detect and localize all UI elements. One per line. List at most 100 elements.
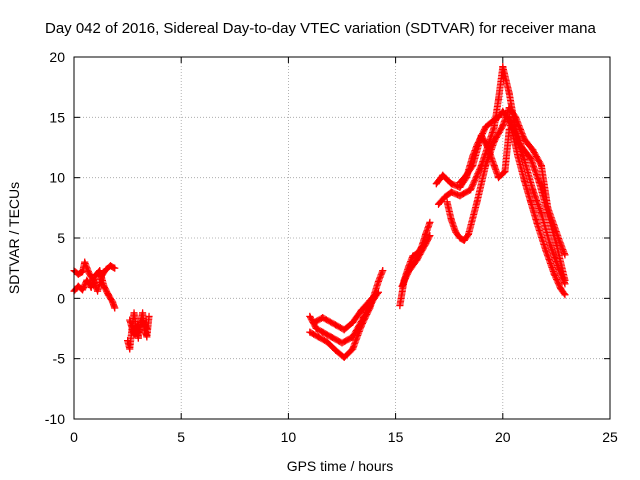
data-point xyxy=(456,178,464,186)
data-point xyxy=(426,218,434,226)
data-point xyxy=(439,171,447,179)
data-point xyxy=(469,162,477,170)
data-points xyxy=(70,63,569,361)
data-point xyxy=(542,246,550,254)
data-point xyxy=(366,297,374,305)
data-point xyxy=(379,267,387,275)
data-point xyxy=(319,328,327,336)
data-point xyxy=(447,180,455,188)
data-point xyxy=(555,264,563,272)
data-point xyxy=(422,240,430,248)
data-point xyxy=(533,220,541,228)
data-point xyxy=(535,178,543,186)
series-trace-g xyxy=(310,290,380,334)
data-point xyxy=(484,144,492,151)
x-tick-label: 10 xyxy=(281,429,297,445)
data-point xyxy=(306,328,314,336)
data-point xyxy=(495,95,503,103)
data-point xyxy=(477,131,485,139)
y-tick-label: -10 xyxy=(45,411,65,427)
data-point xyxy=(398,282,406,290)
y-tick-label: 10 xyxy=(49,170,65,186)
x-axis-label: GPS time / hours xyxy=(287,458,394,474)
data-point xyxy=(441,193,449,201)
data-point xyxy=(357,322,365,330)
data-point xyxy=(546,240,554,248)
data-point xyxy=(527,198,535,206)
data-point xyxy=(473,198,481,206)
data-point xyxy=(537,162,545,170)
data-point xyxy=(409,252,417,260)
y-tick-label: 15 xyxy=(49,109,65,125)
data-point xyxy=(561,251,569,259)
data-point xyxy=(452,228,460,236)
data-point xyxy=(310,318,318,326)
data-point xyxy=(306,312,314,320)
data-point xyxy=(557,240,565,248)
series-trace-n xyxy=(505,113,569,288)
data-point xyxy=(79,268,87,276)
axis-ticks: 0 5 10 15 20 25 -10 -5 0 5 10 15 20 xyxy=(45,49,618,445)
data-point xyxy=(499,107,507,115)
data-point xyxy=(561,291,569,299)
data-point xyxy=(396,302,404,310)
data-point xyxy=(139,309,147,317)
data-point xyxy=(505,113,513,121)
data-point xyxy=(422,230,430,238)
series-trace-l xyxy=(443,104,569,259)
x-tick-label: 15 xyxy=(388,429,404,445)
data-point xyxy=(111,264,119,272)
data-point xyxy=(74,270,82,278)
data-point xyxy=(520,135,528,143)
data-point xyxy=(134,334,142,342)
data-point xyxy=(124,337,132,345)
data-point xyxy=(529,146,537,154)
data-point xyxy=(100,282,108,290)
data-point xyxy=(98,271,106,279)
data-point xyxy=(109,298,117,306)
data-point xyxy=(81,258,89,266)
data-point xyxy=(106,262,114,270)
series-trace-i xyxy=(398,232,434,290)
data-point xyxy=(456,192,464,200)
data-point xyxy=(404,268,412,276)
series-trace-a xyxy=(70,267,119,312)
data-point xyxy=(527,154,535,162)
data-point xyxy=(126,316,134,324)
data-point xyxy=(529,186,537,194)
data-point xyxy=(512,131,520,139)
data-point xyxy=(413,256,421,264)
data-point xyxy=(426,232,434,240)
data-point xyxy=(349,345,357,353)
data-point xyxy=(482,162,490,170)
data-point xyxy=(85,269,93,277)
series-trace-f xyxy=(306,267,387,361)
data-point xyxy=(495,174,503,182)
data-point xyxy=(104,291,112,299)
data-point xyxy=(338,339,346,347)
data-point xyxy=(130,309,138,317)
y-tick-label: -5 xyxy=(53,351,66,367)
data-point xyxy=(482,123,490,131)
data-point xyxy=(544,204,552,212)
data-point xyxy=(460,236,468,244)
data-point xyxy=(557,285,565,293)
data-point xyxy=(349,318,357,326)
data-point xyxy=(130,331,138,339)
data-point xyxy=(366,304,374,312)
data-point xyxy=(464,230,472,238)
data-point xyxy=(323,338,331,346)
data-point xyxy=(83,276,91,284)
data-point xyxy=(499,63,507,71)
data-point xyxy=(462,171,470,179)
data-point xyxy=(312,325,320,332)
data-point xyxy=(432,180,440,188)
data-point xyxy=(561,280,569,288)
data-point xyxy=(537,210,545,218)
data-point xyxy=(126,345,134,353)
data-point xyxy=(357,306,365,314)
x-tick-label: 20 xyxy=(495,429,511,445)
data-point xyxy=(111,304,119,312)
